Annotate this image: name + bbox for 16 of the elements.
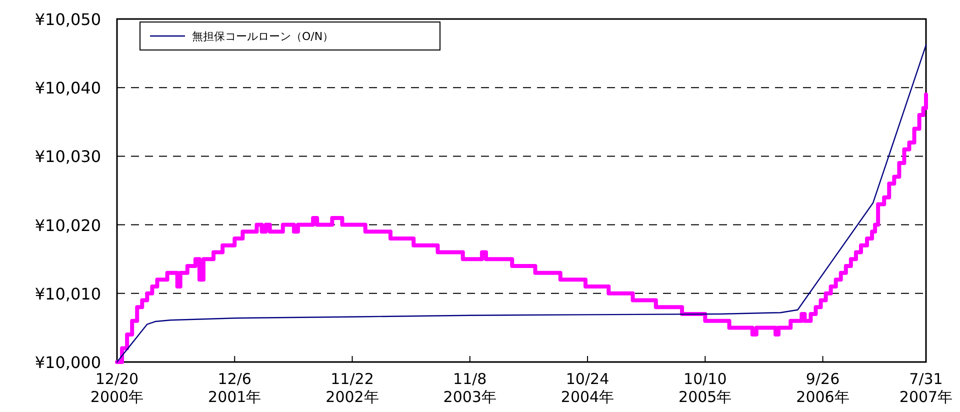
line-series <box>116 44 927 363</box>
x-tick-label: 12/6 2001年 <box>208 370 262 406</box>
x-tick-label: 10/10 2005年 <box>678 370 732 406</box>
x-tick-label: 10/24 2004年 <box>560 370 614 406</box>
x-tick-label: 12/20 2000年 <box>90 370 144 406</box>
x-tick-label: 9/26 2006年 <box>796 370 850 406</box>
legend-label: 無担保コールローン（O/N） <box>192 30 334 43</box>
x-tick-label: 11/8 2003年 <box>443 370 496 406</box>
x-tick-label: 11/22 2002年 <box>326 370 379 406</box>
y-tick-label: ¥10,000 <box>34 353 101 372</box>
x-tick-label: 7/31 2007年 <box>899 370 953 406</box>
y-tick-label: ¥10,020 <box>34 216 101 235</box>
y-tick-label: ¥10,040 <box>34 78 101 98</box>
y-tick-label: ¥10,010 <box>34 284 101 304</box>
y-tick-label: ¥10,050 <box>34 10 101 29</box>
y-tick-label: ¥10,030 <box>34 147 101 166</box>
